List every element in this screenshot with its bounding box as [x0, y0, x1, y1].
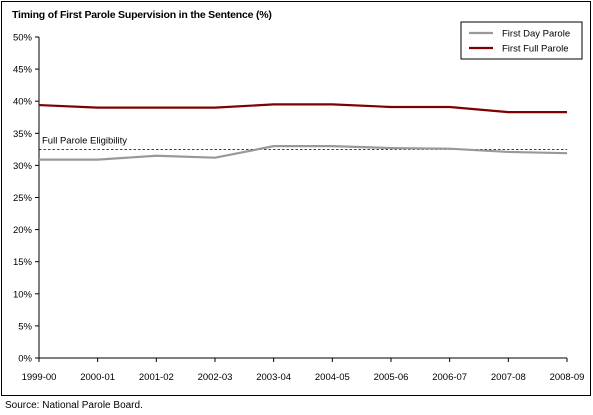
x-tick-label: 2008-09	[550, 372, 585, 383]
x-tick-label: 2005-06	[374, 372, 409, 383]
y-tick-label: 20%	[13, 225, 33, 236]
x-tick-label: 2003-04	[256, 372, 291, 383]
series-line-first-day-parole	[39, 145, 568, 161]
x-tick-label: 2001-02	[139, 372, 174, 383]
y-tick-label: 25%	[13, 193, 33, 204]
x-tick-label: 2000-01	[80, 372, 115, 383]
y-tick-label: 30%	[13, 161, 33, 172]
x-tick-label: 1999-00	[22, 372, 57, 383]
eligibility-reference-label: Full Parole Eligibility	[42, 135, 127, 146]
y-tick-label: 50%	[13, 33, 33, 44]
y-tick-label: 10%	[13, 289, 33, 300]
source-note: Source: National Parole Board.	[5, 400, 143, 411]
y-tick-label: 0%	[18, 354, 32, 365]
legend-box	[460, 21, 583, 60]
chart-title: Timing of First Parole Supervision in th…	[12, 9, 272, 21]
x-tick-label: 2002-03	[198, 372, 233, 383]
y-tick-label: 15%	[13, 257, 33, 268]
x-tick-label: 2006-07	[432, 372, 467, 383]
y-tick-label: 35%	[13, 129, 33, 140]
legend-label: First Full Parole	[502, 44, 569, 55]
x-tick-label: 2004-05	[315, 372, 350, 383]
y-tick-label: 40%	[13, 97, 33, 108]
x-tick-label: 2007-08	[491, 372, 526, 383]
series-line-first-full-parole	[38, 103, 567, 114]
legend-label: First Day Parole	[502, 29, 570, 40]
y-tick-label: 45%	[13, 65, 33, 76]
chart-frame	[1, 1, 591, 396]
y-tick-label: 5%	[18, 321, 32, 332]
